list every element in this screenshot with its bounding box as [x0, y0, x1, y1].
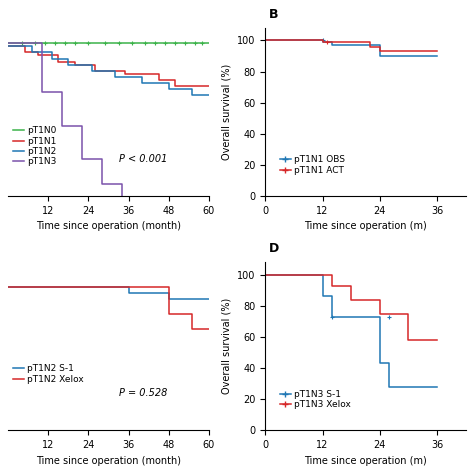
X-axis label: Time since operation (m): Time since operation (m) [304, 221, 427, 231]
Text: P < 0.001: P < 0.001 [118, 154, 167, 164]
X-axis label: Time since operation (month): Time since operation (month) [36, 221, 181, 231]
Legend: pT1N3 S-1, pT1N3 Xelox: pT1N3 S-1, pT1N3 Xelox [280, 390, 351, 409]
Y-axis label: Overall survival (%): Overall survival (%) [222, 64, 232, 160]
Text: D: D [269, 243, 280, 255]
Text: B: B [269, 8, 279, 21]
Text: P = 0.528: P = 0.528 [118, 388, 167, 398]
Y-axis label: Overall survival (%): Overall survival (%) [222, 298, 232, 394]
X-axis label: Time since operation (month): Time since operation (month) [36, 456, 181, 465]
Legend: pT1N1 OBS, pT1N1 ACT: pT1N1 OBS, pT1N1 ACT [280, 155, 346, 175]
X-axis label: Time since operation (m): Time since operation (m) [304, 456, 427, 465]
Legend: pT1N2 S-1, pT1N2 Xelox: pT1N2 S-1, pT1N2 Xelox [13, 365, 84, 384]
Legend: pT1N0, pT1N1, pT1N2, pT1N3: pT1N0, pT1N1, pT1N2, pT1N3 [13, 127, 57, 166]
